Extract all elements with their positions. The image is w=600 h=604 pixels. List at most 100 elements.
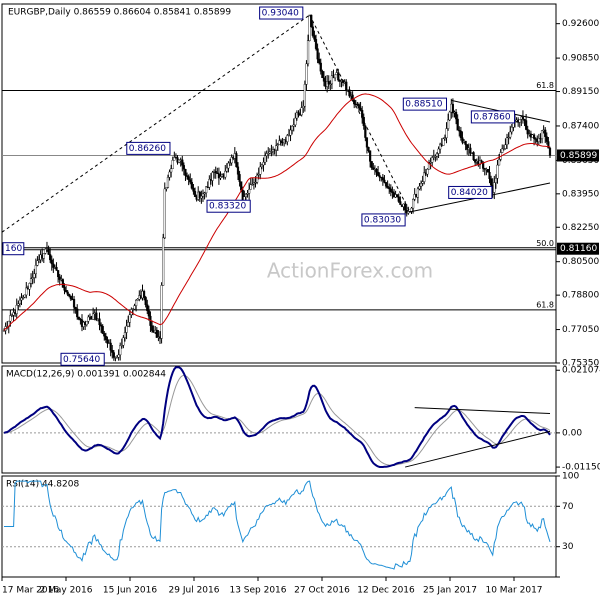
candle-body [464, 140, 467, 146]
candle-body [361, 110, 364, 118]
candle-body [545, 136, 548, 142]
candle-body [319, 62, 322, 72]
candle-body [384, 182, 388, 187]
macd-label: MACD(12,26,9) 0.001391 0.002844 [6, 370, 166, 380]
candle-body [316, 48, 319, 60]
candle-body [252, 182, 256, 185]
rsi-label: RSI(14) 44.8208 [6, 480, 79, 490]
trendline-dashed [309, 14, 411, 213]
candle-body [85, 320, 88, 325]
x-tick-label: 10 Mar 2017 [485, 586, 542, 596]
candle-body [459, 130, 462, 138]
candle-body [429, 162, 432, 164]
candle-body [451, 103, 454, 114]
price-ytick-label: 0.89150 [562, 87, 599, 97]
candle-body [466, 144, 469, 150]
candle-body [77, 316, 80, 320]
fib-level-tag: 61.8 [536, 300, 554, 309]
candle-body [286, 135, 289, 142]
candle-body [136, 298, 139, 301]
candle-body [434, 156, 437, 158]
candle-body [386, 185, 389, 188]
candle-body [22, 296, 25, 299]
candle-body [547, 141, 550, 149]
candle-body [122, 337, 125, 346]
candle-body [505, 137, 509, 146]
candle-body [166, 177, 170, 188]
candle-body [509, 131, 512, 138]
candle-body [33, 273, 36, 278]
candle-body [469, 147, 472, 154]
candle-body [501, 148, 504, 153]
candle-body [142, 291, 146, 298]
candle-body [74, 306, 77, 310]
candle-body [275, 145, 278, 151]
candle-body [330, 75, 334, 85]
candle-body [497, 159, 501, 166]
candle-body [263, 155, 267, 163]
candle-body [423, 172, 426, 182]
candle-body [192, 188, 195, 192]
candle-body [66, 291, 69, 295]
price-ytick-label: 0.90850 [562, 54, 599, 64]
candle-body [201, 193, 205, 197]
candle-body [294, 117, 297, 126]
price-annotation-box [126, 141, 171, 155]
candle-body [327, 81, 330, 85]
candle-body [305, 63, 308, 85]
candle-body [36, 260, 39, 266]
candle-body [510, 126, 513, 133]
trendline-dashed [1, 14, 310, 233]
price-ytick-label: 0.80500 [562, 257, 599, 267]
candle-body [334, 74, 337, 79]
candle-body [490, 178, 493, 186]
level-label-box [557, 242, 599, 255]
candle-body [300, 107, 303, 116]
candle-body [461, 137, 464, 143]
current-price-label: 0.85899 [560, 151, 597, 161]
candle-body [483, 168, 486, 170]
candle-body [236, 166, 240, 175]
rsi-ytick-label: 70 [562, 502, 574, 512]
price-annotation-text: 0.93040 [262, 9, 299, 19]
candle-body [439, 143, 442, 150]
candle-body [399, 201, 402, 205]
candle-body [287, 135, 291, 137]
candle-body [289, 129, 292, 136]
macd-panel-frame [1, 365, 557, 474]
candle-body [348, 89, 351, 97]
candle-body [170, 168, 173, 173]
candle-body [488, 172, 491, 179]
candle-body [532, 134, 536, 139]
candle-body [260, 164, 263, 168]
candle-body [162, 237, 165, 286]
candle-body [375, 169, 378, 173]
candle-body [502, 148, 505, 150]
candle-body [525, 120, 528, 130]
candle-body [295, 112, 298, 119]
candle-body [262, 162, 265, 166]
candle-body [540, 130, 544, 140]
candle-body [165, 187, 168, 190]
candle-body [507, 136, 510, 139]
price-ytick-label: 0.75350 [562, 359, 599, 369]
candle-body [518, 119, 521, 123]
candle-body [416, 188, 419, 198]
candle-body [214, 171, 217, 174]
x-tick-label: 12 Dec 2016 [357, 586, 415, 596]
candle-body [381, 177, 384, 181]
price-annotation-text: 0.87860 [473, 112, 510, 122]
candle-body [418, 186, 421, 190]
x-tick-label: 2 May 2016 [40, 586, 93, 596]
price-annotation-text: 0.88510 [405, 100, 442, 110]
candle-body [171, 160, 174, 169]
price-panel-frame [1, 3, 557, 364]
candle-body [31, 277, 34, 279]
macd-ytick-label: 0.021074 [562, 366, 600, 376]
candle-body [265, 153, 268, 156]
candle-body [431, 157, 434, 163]
candle-body [372, 167, 375, 170]
candle-body [292, 124, 295, 127]
price-annotation-text: 0.75640 [63, 355, 100, 365]
candle-body [257, 174, 260, 176]
